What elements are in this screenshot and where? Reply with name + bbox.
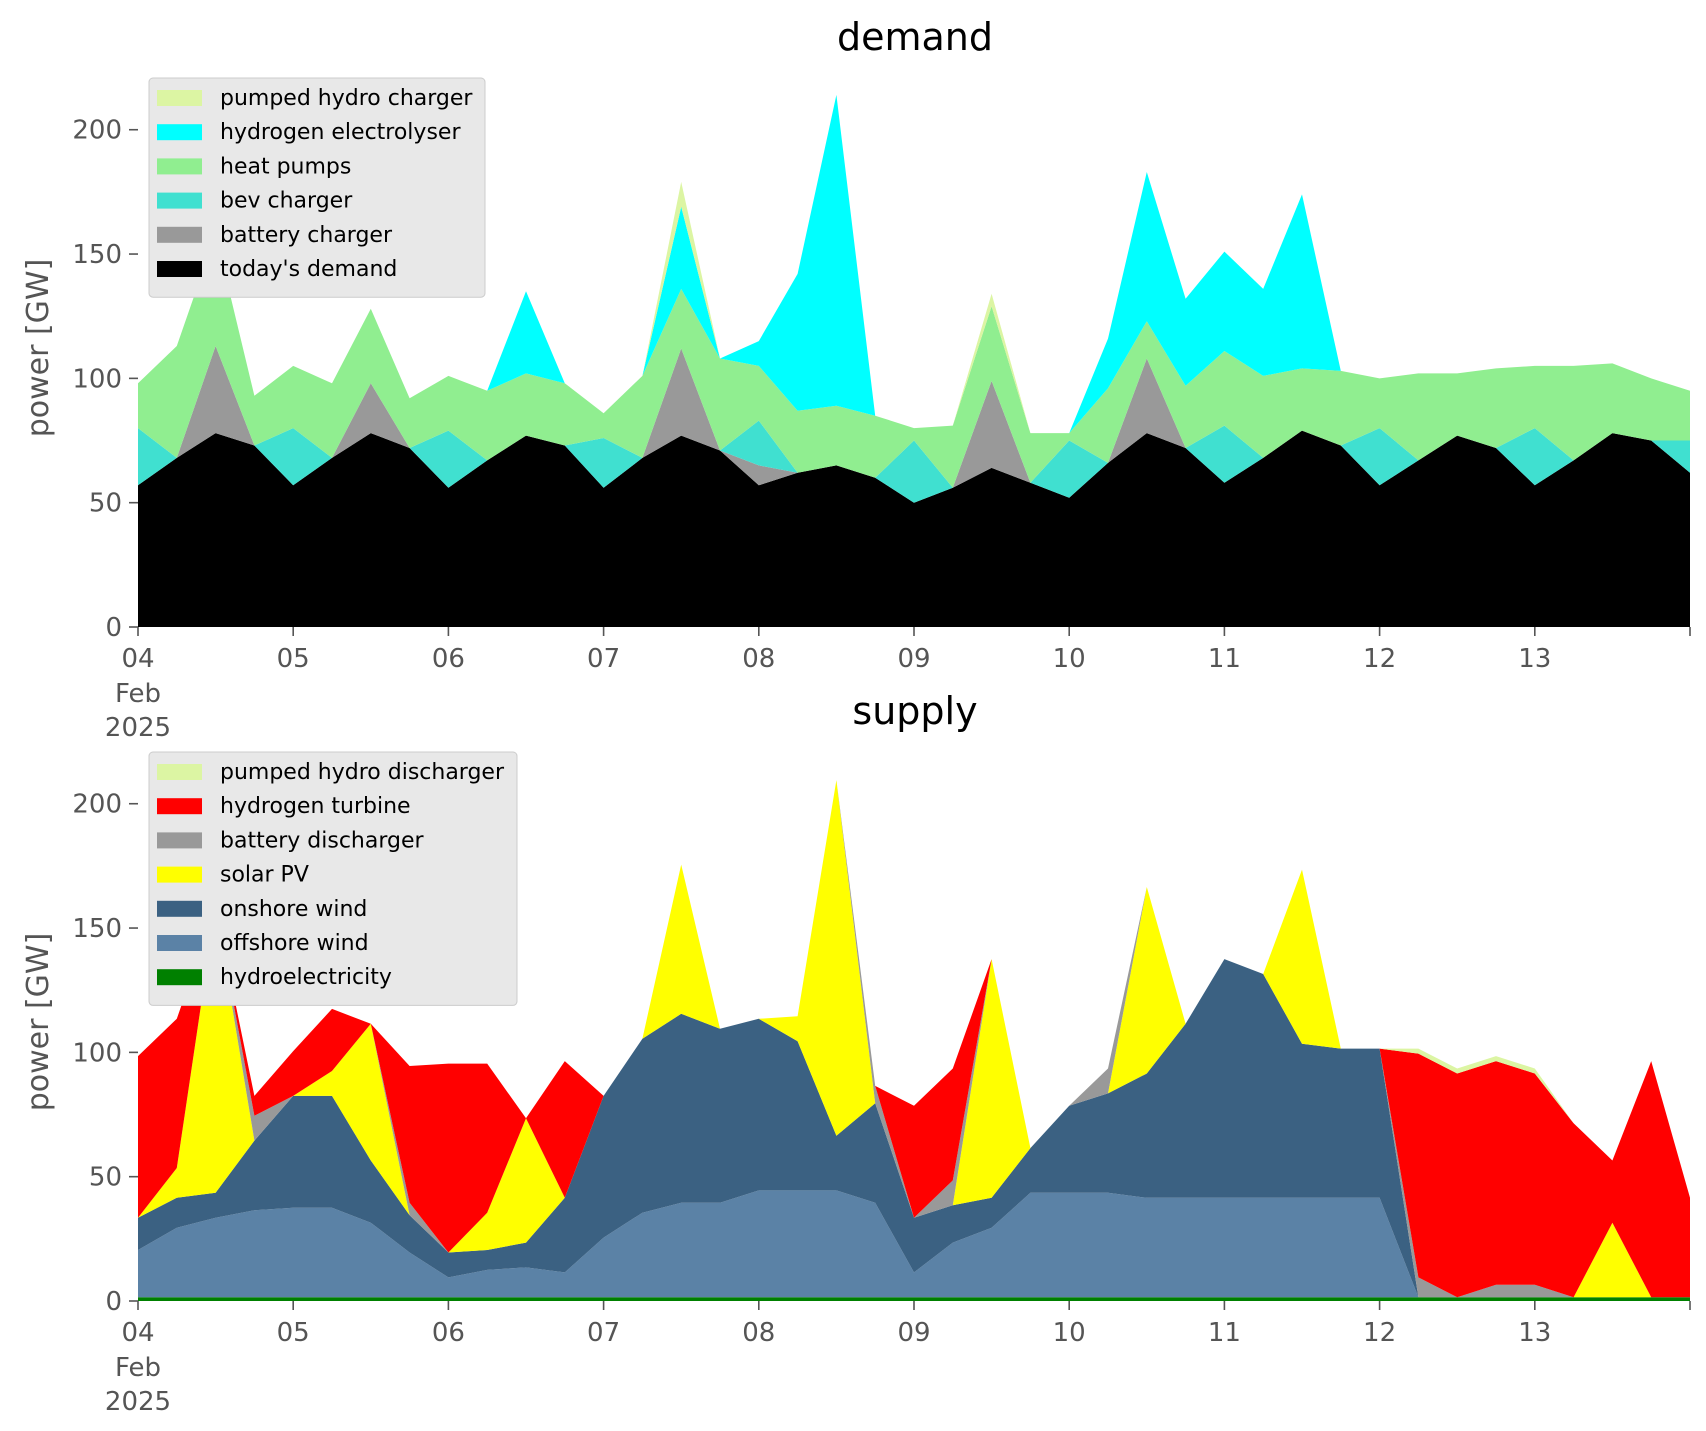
supply-legend-swatch-solar-pv bbox=[157, 866, 202, 883]
demand-legend-swatch-battery-charger bbox=[157, 226, 202, 243]
supply-area-layer bbox=[138, 780, 1690, 1301]
supply-legend: pumped hydro discharger hydrogen turbine b… bbox=[148, 751, 518, 1006]
supply-legend-swatch-hydrogen-turbine bbox=[157, 798, 202, 815]
supply-y-tick-label: 100 bbox=[72, 1038, 122, 1068]
demand-x-tick-label: 11 bbox=[1208, 644, 1241, 674]
supply-x-tick-label: 10 bbox=[1053, 1318, 1086, 1348]
supply-y-tick-label: 0 bbox=[105, 1287, 122, 1317]
demand-y-tick-label: 150 bbox=[72, 240, 122, 270]
supply-area-offshore-wind bbox=[138, 1190, 1690, 1298]
demand-x-tick-label: 07 bbox=[587, 644, 620, 674]
demand-x-tick-label: 13 bbox=[1518, 644, 1551, 674]
supply-x-tick-label: 07 bbox=[587, 1318, 620, 1348]
supply-x-tick-label: 12 bbox=[1363, 1318, 1396, 1348]
supply-legend-label-hydroelectricity: hydroelectricity bbox=[220, 965, 392, 990]
demand-title: demand bbox=[837, 15, 993, 59]
demand-legend-label-pumped-hydro-charger: pumped hydro charger bbox=[220, 86, 473, 111]
supply-area-hydroelectricity bbox=[138, 1297, 1690, 1301]
supply-legend-swatch-offshore-wind bbox=[157, 935, 202, 951]
supply-legend-swatch-battery-discharger bbox=[157, 832, 202, 849]
supply-title: supply bbox=[852, 689, 977, 733]
supply-x-tick-sublabel: Feb bbox=[115, 1353, 161, 1383]
demand-y-tick-label: 0 bbox=[105, 613, 122, 643]
demand-x-tick-label: 10 bbox=[1053, 644, 1086, 674]
demand-legend: pumped hydro charger hydrogen electrolyse… bbox=[148, 77, 486, 298]
supply-x-tick-label: 08 bbox=[742, 1318, 775, 1348]
supply-area-solar-pv bbox=[138, 780, 1690, 1298]
demand-legend-frame bbox=[148, 77, 486, 298]
demand-y-axis-label: power [GW] bbox=[21, 259, 56, 438]
demand-panel: demand power [GW] 05010015020004Feb20250… bbox=[21, 15, 1691, 743]
supply-area-hydrogen-turbine bbox=[138, 780, 1690, 1298]
demand-x-tick-label: 12 bbox=[1363, 644, 1396, 674]
demand-area-bev-charger bbox=[138, 346, 1690, 503]
demand-legend-label-heat-pumps: heat pumps bbox=[220, 154, 351, 179]
supply-legend-label-offshore-wind: offshore wind bbox=[220, 931, 369, 956]
demand-legend-swatch-hydrogen-electrolyser bbox=[157, 124, 202, 141]
supply-legend-frame bbox=[148, 751, 518, 1006]
supply-x-tick-label: 05 bbox=[277, 1318, 310, 1348]
supply-legend-swatch-hydroelectricity bbox=[157, 969, 202, 986]
supply-legend-label-onshore-wind: onshore wind bbox=[220, 897, 367, 922]
demand-x-tick-label: 05 bbox=[277, 644, 310, 674]
demand-axes: 0 50 100 150 200 04 Feb 2025 05 06 07 08 09 10 11 12 13 bbox=[72, 116, 1691, 743]
demand-y-tick-label: 50 bbox=[89, 489, 122, 519]
demand-legend-swatch-today-s-demand bbox=[157, 261, 202, 277]
demand-y-tick-label: 100 bbox=[72, 364, 122, 394]
supply-y-tick-label: 50 bbox=[89, 1163, 122, 1193]
supply-x-tick-sublabel: 2025 bbox=[105, 1387, 171, 1417]
demand-area-today-s-demand bbox=[138, 430, 1690, 627]
supply-legend-swatch-pumped-hydro-discharger bbox=[157, 764, 202, 780]
demand-x-tick-sublabel: Feb bbox=[115, 679, 161, 709]
supply-y-tick-label: 150 bbox=[72, 914, 122, 944]
demand-y-tick-label: 200 bbox=[72, 116, 122, 146]
supply-axes: 0 50 100 150 200 04 Feb 2025 05 06 07 08 09 10 11 12 13 bbox=[72, 790, 1691, 1417]
supply-panel: supply power [GW] 05010015020004Feb20250… bbox=[21, 689, 1691, 1417]
supply-x-tick-label: 04 bbox=[121, 1318, 154, 1348]
supply-x-tick-label: 11 bbox=[1208, 1318, 1241, 1348]
supply-x-tick-label: 06 bbox=[432, 1318, 465, 1348]
demand-legend-swatch-heat-pumps bbox=[157, 158, 202, 175]
demand-area-hydrogen-electrolyser bbox=[138, 94, 1690, 434]
demand-x-tick-label: 04 bbox=[121, 644, 154, 674]
demand-area-heat-pumps bbox=[138, 234, 1690, 488]
supply-x-tick-label: 13 bbox=[1518, 1318, 1551, 1348]
demand-legend-label-hydrogen-electrolyser: hydrogen electrolyser bbox=[220, 120, 461, 145]
demand-legend-label-today-s-demand: today's demand bbox=[220, 257, 397, 282]
supply-y-axis-label: power [GW] bbox=[21, 933, 56, 1112]
supply-area-onshore-wind bbox=[138, 959, 1690, 1298]
demand-legend-swatch-pumped-hydro-charger bbox=[157, 90, 202, 106]
supply-legend-swatch-onshore-wind bbox=[157, 900, 202, 917]
demand-x-tick-label: 08 bbox=[742, 644, 775, 674]
supply-legend-label-battery-discharger: battery discharger bbox=[220, 828, 425, 853]
supply-legend-label-hydrogen-turbine: hydrogen turbine bbox=[220, 794, 411, 819]
demand-legend-swatch-bev-charger bbox=[157, 192, 202, 209]
supply-y-tick-label: 200 bbox=[72, 790, 122, 820]
supply-legend-label-solar-pv: solar PV bbox=[220, 863, 309, 888]
demand-x-tick-label: 09 bbox=[897, 644, 930, 674]
demand-x-tick-label: 06 bbox=[432, 644, 465, 674]
demand-legend-label-bev-charger: bev charger bbox=[220, 189, 353, 214]
supply-x-tick-label: 09 bbox=[897, 1318, 930, 1348]
demand-area-layer bbox=[138, 94, 1690, 627]
supply-legend-label-pumped-hydro-discharger: pumped hydro discharger bbox=[220, 760, 505, 785]
demand-x-tick-sublabel: 2025 bbox=[105, 713, 171, 743]
demand-legend-label-battery-charger: battery charger bbox=[220, 223, 393, 248]
